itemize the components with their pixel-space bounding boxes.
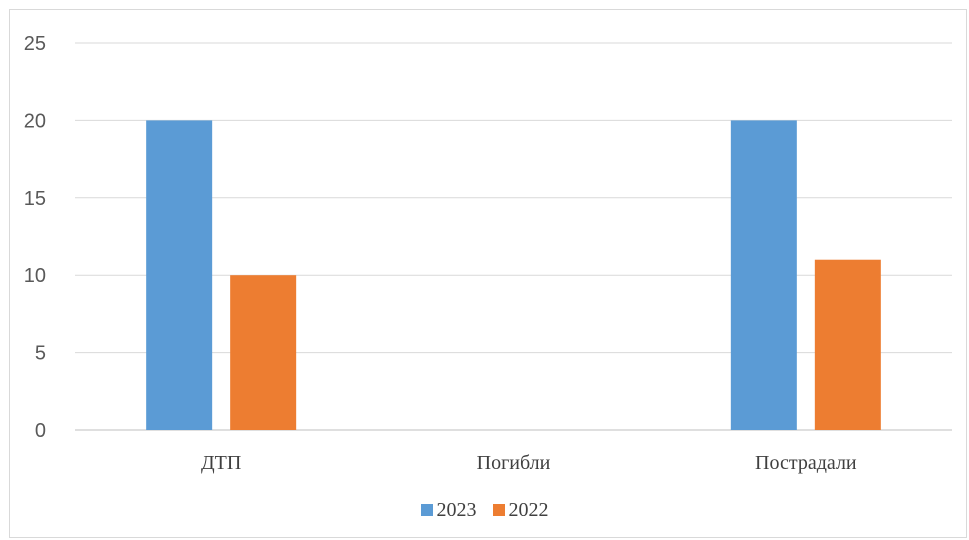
legend-item-2022: 2022 xyxy=(492,498,549,522)
legend-swatch-2022 xyxy=(492,504,505,516)
x-axis-ticks: ДТП Погибли Пострадали xyxy=(201,452,857,474)
legend-label-2022: 2022 xyxy=(508,498,549,521)
y-tick-label: 15 xyxy=(24,188,46,210)
bar-2022-0 xyxy=(230,275,297,430)
y-tick-label: 20 xyxy=(24,110,46,132)
x-tick-label: ДТП xyxy=(201,452,241,474)
bar-2022-2 xyxy=(814,259,881,430)
y-tick-label: 0 xyxy=(35,420,46,442)
legend-swatch-2023 xyxy=(420,504,433,516)
y-tick-label: 10 xyxy=(24,265,46,287)
legend-item-2023: 2023 xyxy=(420,498,477,522)
legend-label-2023: 2023 xyxy=(436,498,477,521)
x-tick-label: Пострадали xyxy=(755,452,857,474)
x-tick-label: Погибли xyxy=(477,452,551,474)
legend: 2023 2022 xyxy=(0,495,969,525)
gridlines xyxy=(75,42,952,431)
bars xyxy=(146,120,881,431)
chart-plot: 0 5 10 15 20 25 ДТП Погибли Пострадали xyxy=(24,33,952,474)
y-axis-ticks: 0 5 10 15 20 25 xyxy=(24,33,46,442)
y-tick-label: 5 xyxy=(35,343,46,365)
bar-2023-2 xyxy=(730,120,797,431)
bar-2023-0 xyxy=(146,120,213,431)
y-tick-label: 25 xyxy=(24,33,46,55)
